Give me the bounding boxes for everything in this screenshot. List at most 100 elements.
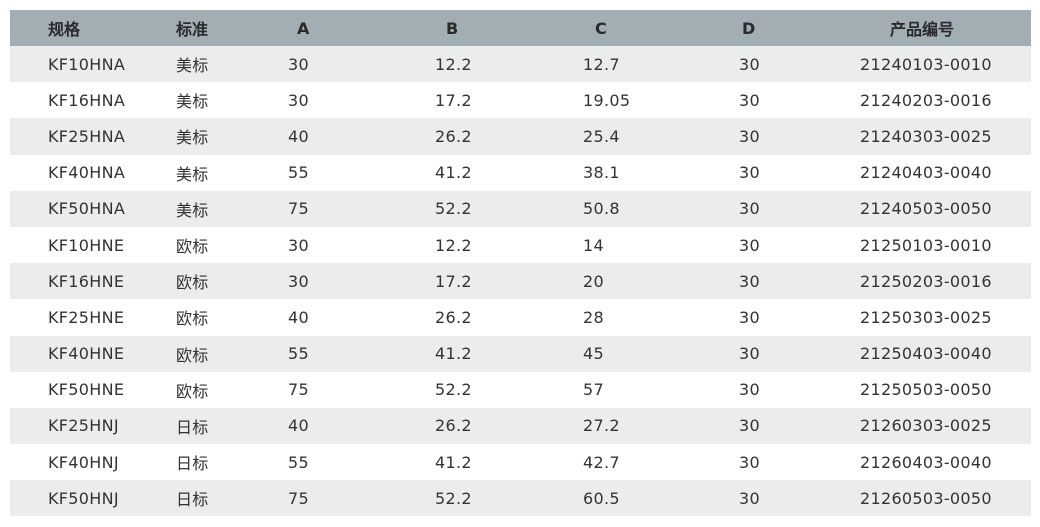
cell-c: 12.7 (583, 54, 620, 74)
cell-d: 30 (739, 54, 760, 74)
cell-b: 41.2 (435, 452, 472, 472)
table-row: KF10HNA 美标 30 12.2 12.7 30 21240103-0010 (10, 46, 1031, 83)
cell-product-code: 21260303-0025 (860, 416, 992, 436)
cell-standard: 欧标 (176, 237, 209, 257)
cell-b: 41.2 (435, 344, 472, 364)
cell-b: 26.2 (435, 307, 472, 327)
table-row: KF16HNA 美标 30 17.2 19.05 30 21240203-0016 (10, 82, 1031, 118)
cell-standard: 日标 (176, 490, 209, 510)
header-b: B (446, 18, 459, 38)
table-row: KF50HNA 美标 75 52.2 50.8 30 21240503-0050 (10, 190, 1031, 227)
table-row: KF40HNE 欧标 55 41.2 45 30 21250403-0040 (10, 335, 1031, 372)
cell-spec: KF50HNE (48, 380, 125, 400)
cell-a: 75 (288, 380, 309, 400)
cell-spec: KF50HNJ (48, 488, 119, 508)
cell-spec: KF25HNE (48, 307, 125, 327)
cell-c: 45 (583, 344, 604, 364)
cell-c: 20 (583, 271, 604, 291)
cell-b: 41.2 (435, 163, 472, 183)
cell-d: 30 (739, 452, 760, 472)
cell-d: 30 (739, 271, 760, 291)
spec-table: 规格 标准 A B C D 产品编号 KF10HNA 美标 30 12.2 12.7 30… (10, 10, 1031, 517)
cell-c: 25.4 (583, 126, 620, 146)
table-body: KF10HNA 美标 30 12.2 12.7 30 21240103-0010 KF16HN… (10, 46, 1031, 517)
cell-a: 55 (288, 452, 309, 472)
cell-a: 40 (288, 307, 309, 327)
header-d: D (742, 18, 756, 38)
table-row: KF16HNE 欧标 30 17.2 20 30 21250203-0016 (10, 263, 1031, 300)
cell-standard: 美标 (176, 56, 209, 76)
cell-c: 19.05 (583, 90, 631, 110)
header-product-code: 产品编号 (890, 20, 955, 39)
cell-product-code: 21240503-0050 (860, 199, 992, 219)
cell-a: 55 (288, 344, 309, 364)
cell-d: 30 (739, 126, 760, 146)
cell-spec: KF40HNA (48, 163, 126, 183)
cell-b: 26.2 (435, 416, 472, 436)
header-c: C (595, 18, 607, 38)
cell-standard: 美标 (176, 92, 209, 112)
cell-c: 38.1 (583, 163, 620, 183)
cell-product-code: 21260403-0040 (860, 452, 992, 472)
table-row: KF40HNA 美标 55 41.2 38.1 30 21240403-0040 (10, 155, 1031, 191)
cell-spec: KF40HNE (48, 344, 125, 364)
cell-standard: 欧标 (176, 273, 209, 293)
cell-d: 30 (739, 344, 760, 364)
table-header-row: 规格 标准 A B C D 产品编号 (10, 10, 1031, 46)
cell-d: 30 (739, 90, 760, 110)
header-spec: 规格 (48, 20, 81, 39)
table-row: KF25HNJ 日标 40 26.2 27.2 30 21260303-0025 (10, 407, 1031, 445)
table-row: KF50HNJ 日标 75 52.2 60.5 30 21260503-0050 (10, 480, 1031, 517)
cell-b: 52.2 (435, 488, 472, 508)
cell-d: 30 (739, 199, 760, 219)
cell-product-code: 21250103-0010 (860, 235, 992, 255)
cell-spec: KF16HNA (48, 90, 126, 110)
cell-standard: 欧标 (176, 345, 209, 365)
cell-spec: KF10HNA (48, 54, 126, 74)
cell-c: 57 (583, 380, 604, 400)
cell-c: 14 (583, 235, 604, 255)
cell-product-code: 21240203-0016 (860, 90, 992, 110)
cell-c: 27.2 (583, 416, 620, 436)
cell-product-code: 21240103-0010 (860, 54, 992, 74)
cell-b: 12.2 (435, 235, 472, 255)
cell-spec: KF50HNA (48, 199, 126, 219)
table-row: KF25HNA 美标 40 26.2 25.4 30 21240303-0025 (10, 118, 1031, 155)
cell-product-code: 21250403-0040 (860, 344, 992, 364)
cell-a: 75 (288, 488, 309, 508)
cell-spec: KF25HNA (48, 126, 126, 146)
cell-b: 52.2 (435, 380, 472, 400)
cell-product-code: 21260503-0050 (860, 488, 992, 508)
cell-standard: 美标 (176, 128, 209, 148)
cell-b: 52.2 (435, 199, 472, 219)
cell-product-code: 21250203-0016 (860, 271, 992, 291)
cell-a: 55 (288, 163, 309, 183)
cell-spec: KF25HNJ (48, 416, 119, 436)
cell-b: 26.2 (435, 126, 472, 146)
cell-a: 40 (288, 126, 309, 146)
cell-spec: KF40HNJ (48, 452, 119, 472)
cell-standard: 美标 (176, 164, 209, 184)
cell-a: 40 (288, 416, 309, 436)
cell-product-code: 21240303-0025 (860, 126, 992, 146)
cell-a: 30 (288, 90, 309, 110)
cell-a: 30 (288, 271, 309, 291)
cell-d: 30 (739, 307, 760, 327)
cell-a: 75 (288, 199, 309, 219)
cell-standard: 欧标 (176, 381, 209, 401)
cell-c: 50.8 (583, 199, 620, 219)
cell-c: 60.5 (583, 488, 620, 508)
cell-product-code: 21250303-0025 (860, 307, 992, 327)
cell-standard: 日标 (176, 454, 209, 474)
cell-spec: KF16HNE (48, 271, 125, 291)
table-row: KF40HNJ 日标 55 41.2 42.7 30 21260403-0040 (10, 444, 1031, 480)
cell-b: 12.2 (435, 54, 472, 74)
cell-c: 28 (583, 307, 604, 327)
cell-d: 30 (739, 380, 760, 400)
cell-d: 30 (739, 163, 760, 183)
header-standard: 标准 (176, 20, 209, 39)
cell-a: 30 (288, 54, 309, 74)
header-a: A (297, 18, 310, 38)
cell-spec: KF10HNE (48, 235, 125, 255)
cell-standard: 欧标 (176, 309, 209, 329)
